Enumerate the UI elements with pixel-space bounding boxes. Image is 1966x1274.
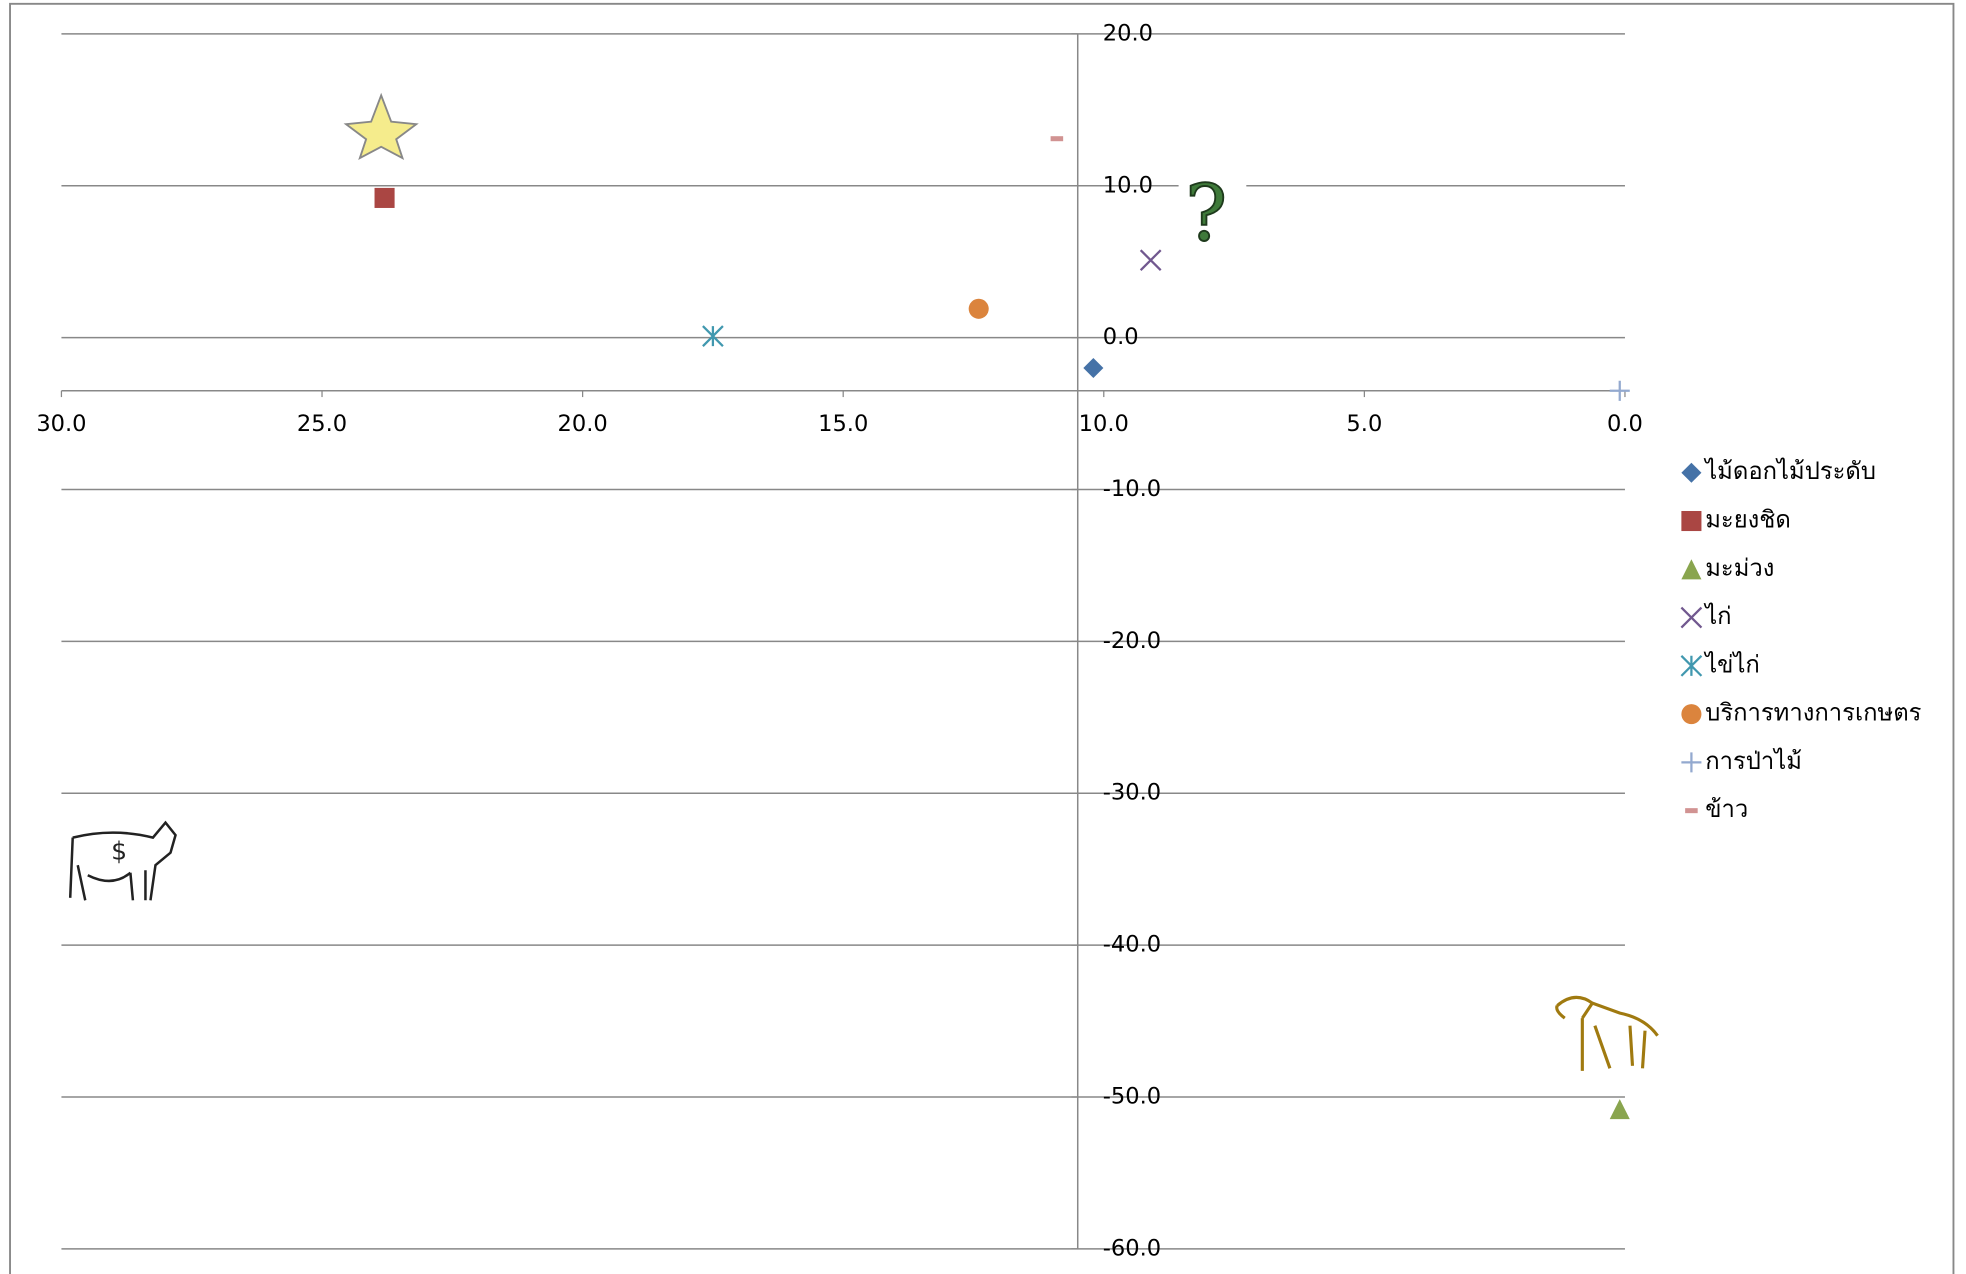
legend-label: การป่าไม้ — [1705, 747, 1802, 775]
marker-diamond — [1681, 462, 1702, 483]
legend-label: มะม่วง — [1705, 554, 1774, 582]
x-tick-label: 25.0 — [297, 411, 347, 437]
y-tick-label: -20.0 — [1103, 628, 1161, 654]
marker-dash — [1050, 136, 1064, 142]
legend-label: ไม้ดอกไม้ประดับ — [1703, 457, 1876, 485]
legend: ไม้ดอกไม้ประดับมะยงชิดมะม่วงไก่ไข่ไก่บริ… — [1680, 457, 1922, 823]
legend-label: ไข่ไก่ — [1703, 650, 1760, 678]
axes: 20.0 10.0 0.0 -10.0 -20.0 -30.0 -40.0 -50.0 -60.… — [36, 20, 1643, 1261]
legend-label: ไก่ — [1703, 602, 1731, 630]
y-tick-label: -60.0 — [1103, 1235, 1161, 1261]
x-tick-label: 5.0 — [1346, 411, 1382, 437]
marker-x — [1680, 606, 1703, 629]
cow-icon: $ — [68, 820, 177, 901]
x-tick-label: 30.0 — [36, 411, 86, 437]
question-icon: ? — [1185, 169, 1227, 259]
legend-label: บริการทางการเกษตร — [1705, 699, 1921, 727]
marks — [374, 136, 1630, 1120]
question-bg — [1178, 175, 1247, 256]
marker-triangle — [1609, 1099, 1630, 1120]
marker-asterisk — [702, 325, 724, 347]
marker-square — [1681, 510, 1702, 532]
marker-triangle — [1681, 559, 1702, 580]
marker-square — [374, 187, 395, 208]
legend-label: ข้าว — [1705, 795, 1748, 823]
marker-diamond — [1083, 357, 1104, 379]
y-tick-label: -30.0 — [1103, 780, 1161, 806]
marker-asterisk — [1680, 655, 1703, 677]
x-tick-label: 15.0 — [818, 411, 868, 437]
marker-plus — [1609, 380, 1630, 401]
marker-x — [1139, 249, 1162, 272]
star-icon — [343, 92, 419, 160]
y-tick-label: 10.0 — [1103, 172, 1153, 198]
marker-dash — [1685, 808, 1698, 814]
dog-icon — [1555, 995, 1659, 1071]
x-tick-label: 0.0 — [1607, 411, 1643, 437]
decorations: ? $ — [68, 92, 1659, 1071]
y-tick-label: 20.0 — [1103, 20, 1153, 46]
x-tick-label: 20.0 — [558, 411, 608, 437]
legend-label: มะยงชิด — [1705, 506, 1791, 534]
y-tick-label: 0.0 — [1103, 324, 1139, 350]
x-tick-label: 10.0 — [1079, 411, 1129, 437]
y-tick-label: -40.0 — [1103, 932, 1161, 958]
marker-plus — [1681, 752, 1702, 773]
chart-frame — [9, 2, 1955, 1274]
marker-circle — [968, 298, 989, 319]
cow-dollar: $ — [111, 837, 127, 866]
marker-circle — [1681, 704, 1702, 725]
y-tick-label: -10.0 — [1103, 476, 1161, 502]
grid — [61, 33, 1625, 1250]
y-tick-label: -50.0 — [1103, 1083, 1161, 1109]
